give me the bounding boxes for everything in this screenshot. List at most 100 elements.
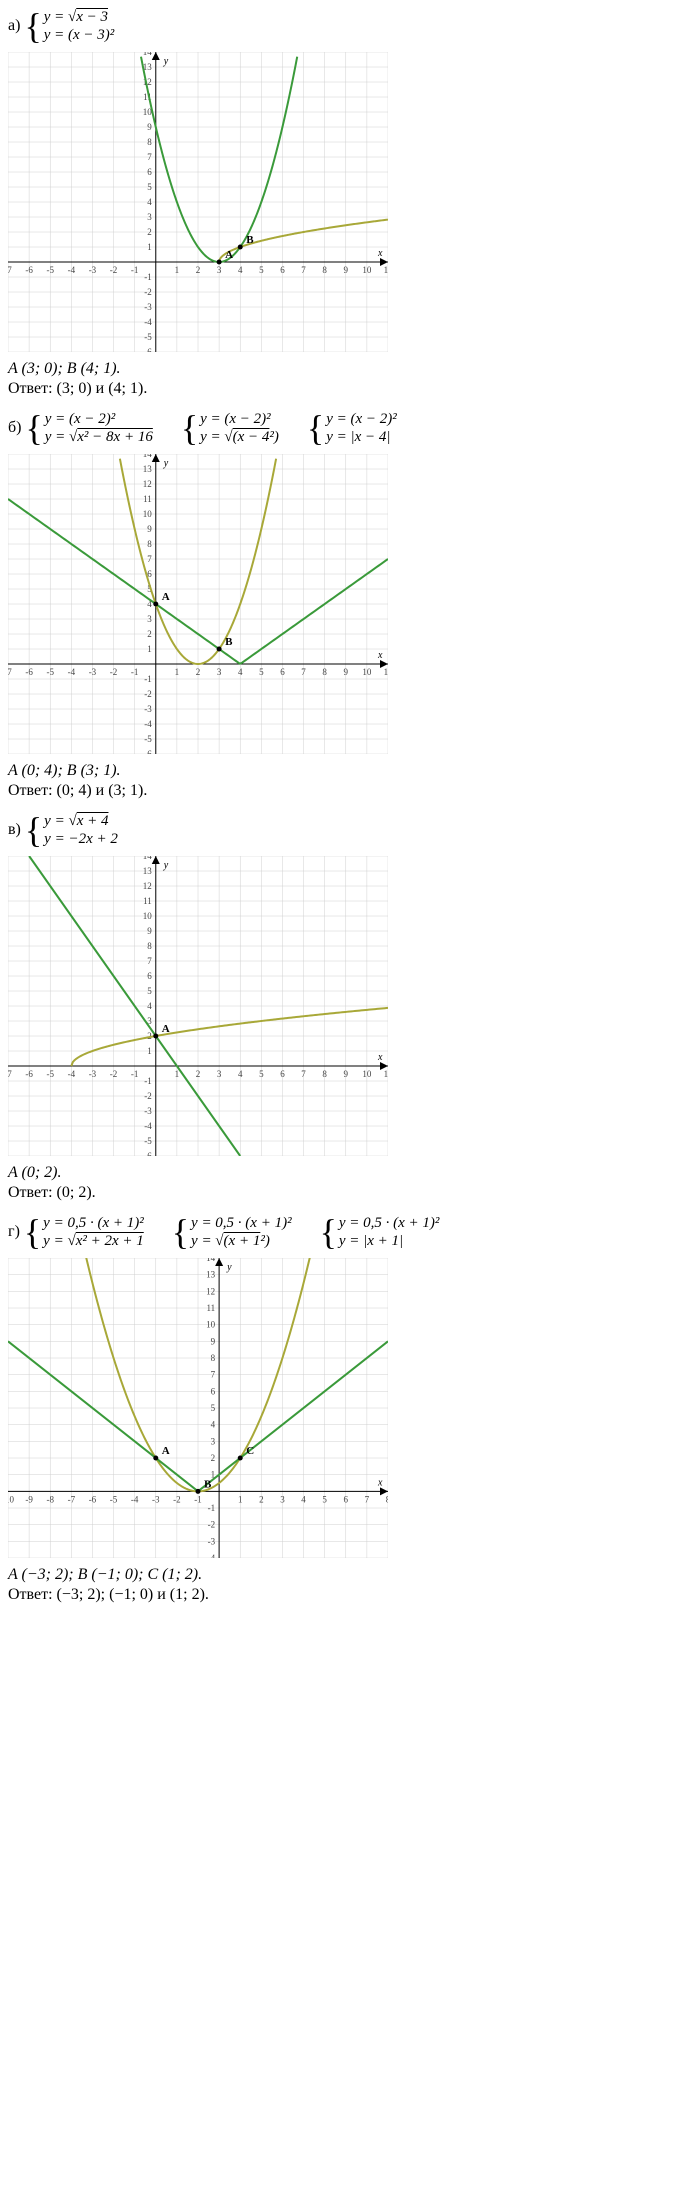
- brace-icon: {: [24, 1216, 41, 1248]
- svg-text:9: 9: [344, 1069, 349, 1079]
- svg-text:5: 5: [259, 1069, 264, 1079]
- system-0: а){y = √x − 3y = (x − 3)²: [8, 8, 114, 44]
- svg-text:4: 4: [147, 1001, 152, 1011]
- svg-text:-2: -2: [110, 667, 118, 677]
- svg-text:-1: -1: [208, 1503, 216, 1513]
- svg-text:4: 4: [238, 265, 243, 275]
- svg-text:-5: -5: [46, 667, 54, 677]
- equation-1: y = √x − 3: [44, 8, 115, 26]
- equation-1: y = 0,5 · (x + 1)²: [191, 1214, 292, 1232]
- chart-container: -7-6-5-4-3-2-11234567891011-6-5-4-3-2-11…: [8, 454, 669, 754]
- answer-text: Ответ: (0; 4) и (3; 1).: [8, 782, 669, 800]
- svg-text:C: C: [246, 1445, 254, 1457]
- svg-text:9: 9: [344, 265, 349, 275]
- svg-text:A: A: [225, 249, 233, 261]
- svg-text:12: 12: [143, 881, 152, 891]
- svg-text:-8: -8: [46, 1494, 54, 1504]
- svg-text:9: 9: [147, 926, 152, 936]
- svg-text:12: 12: [143, 479, 152, 489]
- svg-text:7: 7: [365, 1494, 370, 1504]
- svg-text:-4: -4: [131, 1494, 139, 1504]
- svg-text:-2: -2: [144, 689, 152, 699]
- system-1: {y = (x − 2)²y = √(x − 4²): [181, 410, 279, 446]
- svg-text:B: B: [204, 1478, 212, 1490]
- svg-text:y: y: [163, 860, 169, 871]
- svg-text:3: 3: [280, 1494, 285, 1504]
- svg-text:-2: -2: [173, 1494, 181, 1504]
- svg-text:y: y: [226, 1262, 232, 1273]
- svg-text:11: 11: [384, 667, 388, 677]
- svg-text:1: 1: [147, 644, 152, 654]
- svg-text:11: 11: [206, 1303, 215, 1313]
- equation-2: y = (x − 3)²: [44, 26, 115, 44]
- svg-text:5: 5: [322, 1494, 327, 1504]
- svg-text:A: A: [162, 591, 170, 603]
- svg-text:5: 5: [147, 182, 152, 192]
- svg-text:8: 8: [147, 539, 152, 549]
- svg-text:-5: -5: [110, 1494, 118, 1504]
- svg-text:12: 12: [206, 1286, 215, 1296]
- svg-text:-3: -3: [144, 302, 152, 312]
- svg-text:-3: -3: [208, 1536, 216, 1546]
- svg-text:8: 8: [386, 1494, 388, 1504]
- svg-text:A: A: [162, 1445, 170, 1457]
- svg-text:-1: -1: [131, 265, 139, 275]
- equation-1: y = (x − 2)²: [45, 410, 153, 428]
- svg-text:4: 4: [147, 197, 152, 207]
- svg-text:2: 2: [147, 629, 152, 639]
- intersection-points: A (0; 2).: [8, 1164, 669, 1182]
- svg-text:7: 7: [147, 956, 152, 966]
- svg-text:-1: -1: [144, 1076, 152, 1086]
- svg-text:10: 10: [362, 1069, 372, 1079]
- svg-text:8: 8: [322, 1069, 327, 1079]
- problem-0: а){y = √x − 3y = (x − 3)²-7-6-5-4-3-2-11…: [8, 8, 669, 398]
- chart: -10-9-8-7-6-5-4-3-2-112345678-4-3-2-1123…: [8, 1258, 388, 1558]
- svg-text:x: x: [377, 1477, 383, 1488]
- equation-2: y = √x² + 2x + 1: [43, 1232, 144, 1250]
- svg-text:-2: -2: [208, 1520, 216, 1530]
- problem-label: а): [8, 17, 20, 35]
- svg-text:11: 11: [143, 896, 152, 906]
- svg-text:-7: -7: [8, 1069, 12, 1079]
- svg-text:-5: -5: [144, 734, 152, 744]
- svg-text:3: 3: [147, 614, 152, 624]
- svg-text:4: 4: [238, 1069, 243, 1079]
- svg-text:4: 4: [211, 1420, 216, 1430]
- svg-text:5: 5: [259, 265, 264, 275]
- svg-text:7: 7: [147, 152, 152, 162]
- chart: -7-6-5-4-3-2-11234567891011-6-5-4-3-2-11…: [8, 856, 388, 1156]
- svg-text:B: B: [246, 234, 254, 246]
- svg-text:10: 10: [143, 509, 153, 519]
- svg-text:6: 6: [280, 265, 285, 275]
- system-0: б){y = (x − 2)²y = √x² − 8x + 16: [8, 410, 153, 446]
- svg-text:10: 10: [206, 1320, 216, 1330]
- equation-systems: в){y = √x + 4y = −2x + 2: [8, 812, 669, 848]
- answer-text: Ответ: (3; 0) и (4; 1).: [8, 380, 669, 398]
- svg-text:10: 10: [362, 667, 372, 677]
- svg-text:x: x: [377, 248, 383, 259]
- svg-text:-4: -4: [68, 667, 76, 677]
- svg-text:-7: -7: [8, 667, 12, 677]
- svg-text:3: 3: [147, 212, 152, 222]
- svg-text:-6: -6: [144, 1151, 152, 1156]
- problem-3: г){y = 0,5 · (x + 1)²y = √x² + 2x + 1{y …: [8, 1214, 669, 1604]
- brace-icon: {: [24, 10, 41, 42]
- svg-text:11: 11: [143, 494, 152, 504]
- svg-text:8: 8: [322, 667, 327, 677]
- svg-text:9: 9: [147, 524, 152, 534]
- equation-systems: г){y = 0,5 · (x + 1)²y = √x² + 2x + 1{y …: [8, 1214, 669, 1250]
- system-2: {y = 0,5 · (x + 1)²y = |x + 1|: [320, 1214, 440, 1250]
- svg-text:-4: -4: [144, 719, 152, 729]
- svg-text:6: 6: [280, 1069, 285, 1079]
- svg-text:7: 7: [211, 1370, 216, 1380]
- svg-text:1: 1: [147, 242, 152, 252]
- svg-text:y: y: [163, 56, 169, 67]
- svg-text:8: 8: [322, 265, 327, 275]
- svg-text:8: 8: [147, 941, 152, 951]
- svg-text:6: 6: [344, 1494, 349, 1504]
- svg-text:7: 7: [147, 554, 152, 564]
- svg-text:-7: -7: [68, 1494, 76, 1504]
- svg-text:-3: -3: [144, 704, 152, 714]
- svg-text:-1: -1: [144, 272, 152, 282]
- system-2: {y = (x − 2)²y = |x − 4|: [307, 410, 397, 446]
